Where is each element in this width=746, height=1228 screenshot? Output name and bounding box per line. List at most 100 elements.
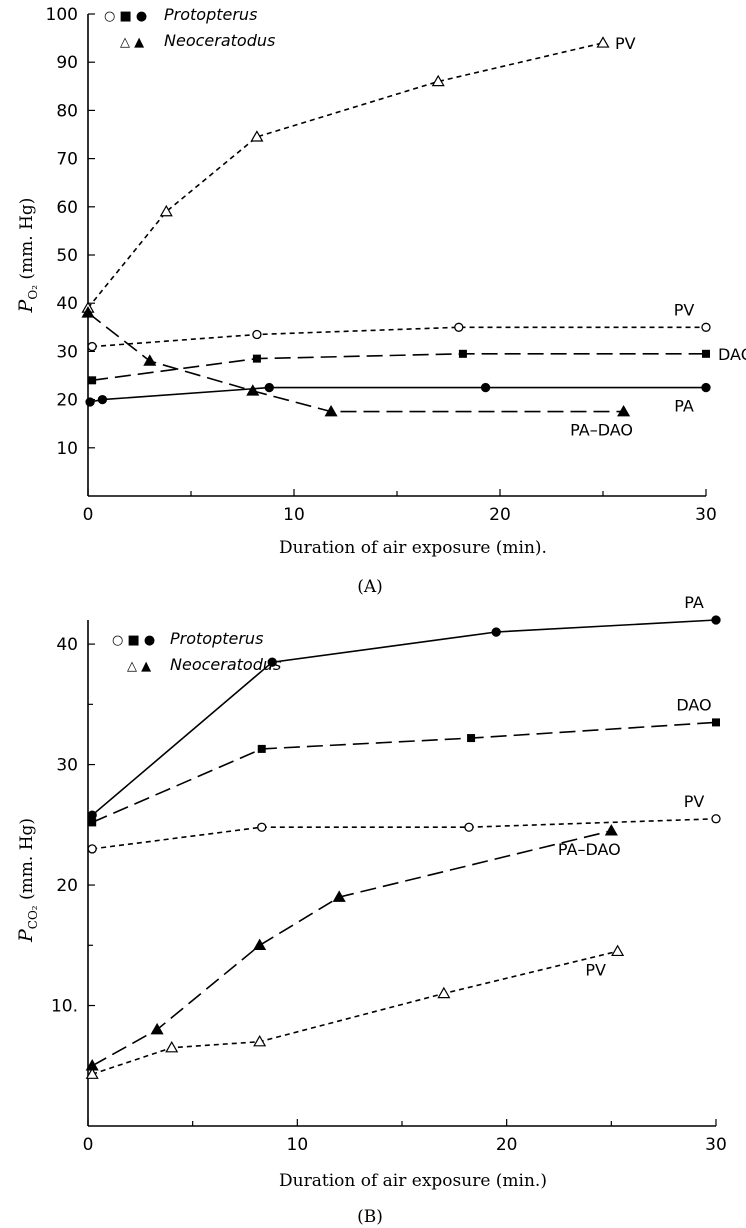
panel-a: 0 10 20 30 10 20 30 40 50 60 70 80 90 100 PV PA–DAO PV D… (15, 5, 746, 597)
panel-a-y-tick-label: 80 (56, 101, 78, 121)
panel-a-data-point (701, 322, 711, 332)
panel-b-series-label-pv: PV (684, 792, 705, 811)
panel-b: 0 10 20 30 10. 20 30 40 PA DAO PV PA–DAO PV ○ ■ ● P… (15, 593, 727, 1227)
panel-a-data-point (246, 384, 260, 396)
panel-a-series-label-pv: PV (674, 300, 695, 319)
panel-b-data-point (253, 1034, 267, 1047)
panel-a-data-point (252, 354, 261, 363)
panel-a-data-point (264, 382, 274, 393)
panel-a-y-axis-label-subscript: O₂ (26, 285, 40, 300)
panel-b-series-line-pa-0 (91, 619, 717, 816)
panel-a-x-tick-label: 10 (283, 505, 305, 525)
panel-b-x-axis-label: Duration of air exposure (min.) (279, 1171, 547, 1191)
panel-b-y-axis-label-unit: (mm. Hg) (17, 818, 37, 905)
panel-a-data-point (97, 394, 108, 405)
panel-b-label: (B) (357, 1207, 383, 1227)
panel-a-data-point (431, 74, 445, 87)
panel-b-series-line-pv-2 (92, 818, 717, 850)
panel-a-label: (A) (357, 577, 383, 597)
panel-a-data-point (701, 382, 711, 393)
panel-a-x-tick-label: 30 (695, 505, 717, 525)
panel-b-data-point (165, 1040, 179, 1053)
panel-b-data-point (491, 627, 501, 637)
panel-b-y-axis-label-subscript: CO₂ (26, 905, 40, 929)
panel-b-y-tick-label: 40 (56, 635, 78, 655)
panel-b-series-label-pa: PA (684, 593, 704, 612)
panel-a-y-axis-label: PO₂ (mm. Hg) (15, 198, 40, 314)
panel-b-data-point (267, 657, 277, 667)
panel-b-data-point (253, 938, 267, 951)
panel-b-y-tick-label: 30 (56, 756, 78, 776)
panel-a-y-tick-label: 30 (56, 342, 78, 362)
panel-a-y-axis-label-symbol: P (15, 298, 37, 313)
panel-a-x-tick-label: 20 (489, 505, 511, 525)
panel-a-y-tick-label: 40 (56, 294, 78, 314)
panel-b-data-point (257, 822, 267, 832)
panel-b-data-point (467, 734, 476, 743)
panel-b-y-tick-label: 20 (56, 876, 78, 896)
panel-b-data-point (437, 986, 451, 999)
panel-a-legend-symbols-neoceratodus: △ ▲ (120, 35, 144, 50)
panel-a-series-line-dao-3 (91, 353, 706, 382)
panel-b-y-axis-label: PCO₂ (mm. Hg) (15, 818, 40, 943)
panel-b-data-point (712, 718, 720, 727)
panel-a-y-tick-label: 100 (46, 5, 78, 25)
panel-b-series-line-pv-4 (91, 950, 618, 1075)
panel-a-series-label-pa-dao: PA–DAO (570, 421, 633, 440)
panel-a-data-point (250, 130, 264, 142)
panel-b-x-tick-label: 10 (287, 1135, 309, 1155)
panel-a-data-point (87, 341, 97, 352)
panel-b-data-point (150, 1022, 164, 1035)
panel-b-legend: ○ ■ ● Protopterus △ ▲ Neoceratodus (112, 629, 281, 674)
panel-a-y-axis-label-unit: (mm. Hg) (17, 198, 37, 285)
panel-b-data-point (611, 944, 625, 957)
panel-b-series-label-dao: DAO (676, 695, 711, 714)
panel-a-series-label-pv: PV (615, 34, 636, 53)
panel-a-series-labels: PV PA–DAO PV DAO PA (570, 34, 746, 440)
panel-a-data-point (458, 349, 467, 358)
panel-b-y-tick-label: 10. (51, 997, 78, 1017)
panel-b-legend-symbols-protopterus: ○ ■ ● (112, 633, 155, 648)
panel-b-series-labels: PA DAO PV PA–DAO PV (558, 593, 712, 979)
panel-b-x-tick-label: 0 (83, 1135, 94, 1155)
panel-b-markers (85, 615, 721, 1079)
panel-b-series-line-pa-dao-3 (91, 830, 612, 1067)
panel-b-data-point (257, 744, 266, 753)
panel-a-series-line-pv-2 (92, 326, 706, 348)
panel-a-y-tick-label: 70 (56, 150, 78, 170)
panel-a-legend-label-neoceratodus: Neoceratodus (164, 31, 275, 50)
panel-b-series (91, 619, 717, 1075)
panel-b-legend-label-neoceratodus: Neoceratodus (170, 655, 281, 674)
panel-a-data-point (480, 382, 491, 393)
panel-a-data-point (81, 306, 95, 318)
panel-b-data-point (464, 822, 474, 832)
panel-a-y-tick-label: 20 (56, 391, 78, 411)
panel-a-series-label-dao: DAO (718, 345, 746, 364)
panel-b-x-tick-label: 30 (705, 1135, 727, 1155)
panel-a-series (87, 42, 706, 413)
panel-a-y-tick-label: 90 (56, 53, 78, 73)
panel-a-data-point (159, 204, 173, 217)
panel-a-data-point (617, 404, 631, 417)
panel-a-data-point (88, 376, 97, 385)
panel-a-data-point (454, 322, 464, 332)
panel-b-data-point (87, 810, 97, 820)
panel-a-markers (81, 36, 711, 417)
panel-a-legend-label-protopterus: Protopterus (164, 5, 257, 24)
panel-a-data-point (252, 329, 262, 340)
panel-b-data-point (88, 818, 97, 827)
panel-b-ticks: 0 10 20 30 10. 20 30 40 (51, 635, 727, 1155)
panel-a-data-point (85, 397, 95, 407)
panel-b-series-label-pa-dao: PA–DAO (558, 840, 621, 859)
panel-b-data-point (332, 890, 346, 902)
panel-b-data-point (711, 814, 721, 824)
panel-a-series-line-pv-0 (87, 42, 604, 309)
panel-a-x-tick-label: 0 (83, 505, 94, 525)
panel-a-y-tick-label: 60 (56, 198, 78, 218)
panel-a-data-point (143, 354, 157, 366)
panel-a-y-tick-label: 50 (56, 246, 78, 266)
panel-b-series-line-dao-1 (91, 721, 717, 824)
panel-a-series-label-pa: PA (674, 397, 694, 416)
panel-b-data-point (85, 1067, 99, 1079)
